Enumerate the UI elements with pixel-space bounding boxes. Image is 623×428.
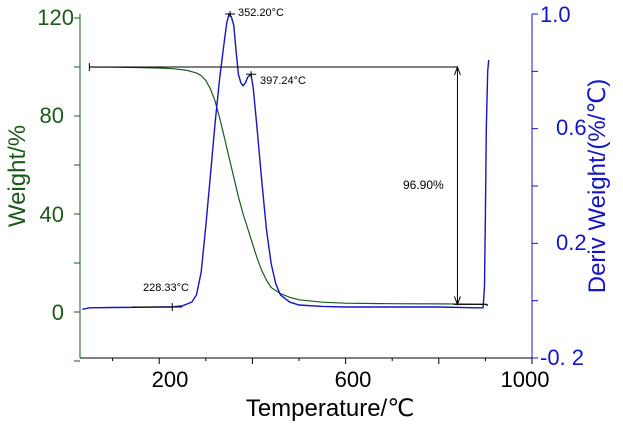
weight-series-line bbox=[89, 66, 489, 307]
annotation-marks bbox=[88, 11, 488, 311]
x-tick-label: 1000 bbox=[501, 367, 550, 392]
peak1-annotation: 352.20°C bbox=[238, 7, 284, 19]
y-right-tick-label: 0.2 bbox=[556, 230, 587, 255]
y-right-tick-label: -0. 2 bbox=[540, 345, 584, 370]
y-left-tick-label: 0 bbox=[52, 300, 64, 325]
y-left-tick-label: 80 bbox=[40, 103, 64, 128]
y-right-tick-label: 0.6 bbox=[556, 115, 587, 140]
x-tick-label: 600 bbox=[335, 367, 372, 392]
tick-labels: 0 40 80 120 -0. 2 0.2 0.6 1.0 200 600 10… bbox=[37, 2, 586, 392]
mass-loss-arrow-head-down bbox=[453, 296, 461, 306]
mass-loss-arrow-head-up bbox=[453, 65, 461, 76]
deriv-weight-series-line bbox=[82, 12, 490, 310]
y-right-tick-label: 1.0 bbox=[540, 2, 571, 27]
y-left-tick-label: 120 bbox=[37, 5, 74, 30]
x-tick-label: 200 bbox=[152, 367, 189, 392]
x-axis-title: Temperature/℃ bbox=[246, 395, 414, 422]
y-right-axis-title: Deriv Weight/(%/℃) bbox=[584, 79, 611, 294]
mass-loss-annotation: 96.90% bbox=[403, 178, 444, 192]
axis-tick-marks bbox=[74, 13, 538, 364]
onset-annotation: 228.33°C bbox=[143, 282, 189, 294]
y-left-axis-title: Weight/% bbox=[4, 125, 31, 227]
peak2-annotation: 397.24°C bbox=[260, 75, 306, 87]
y-left-tick-label: 40 bbox=[40, 202, 64, 227]
